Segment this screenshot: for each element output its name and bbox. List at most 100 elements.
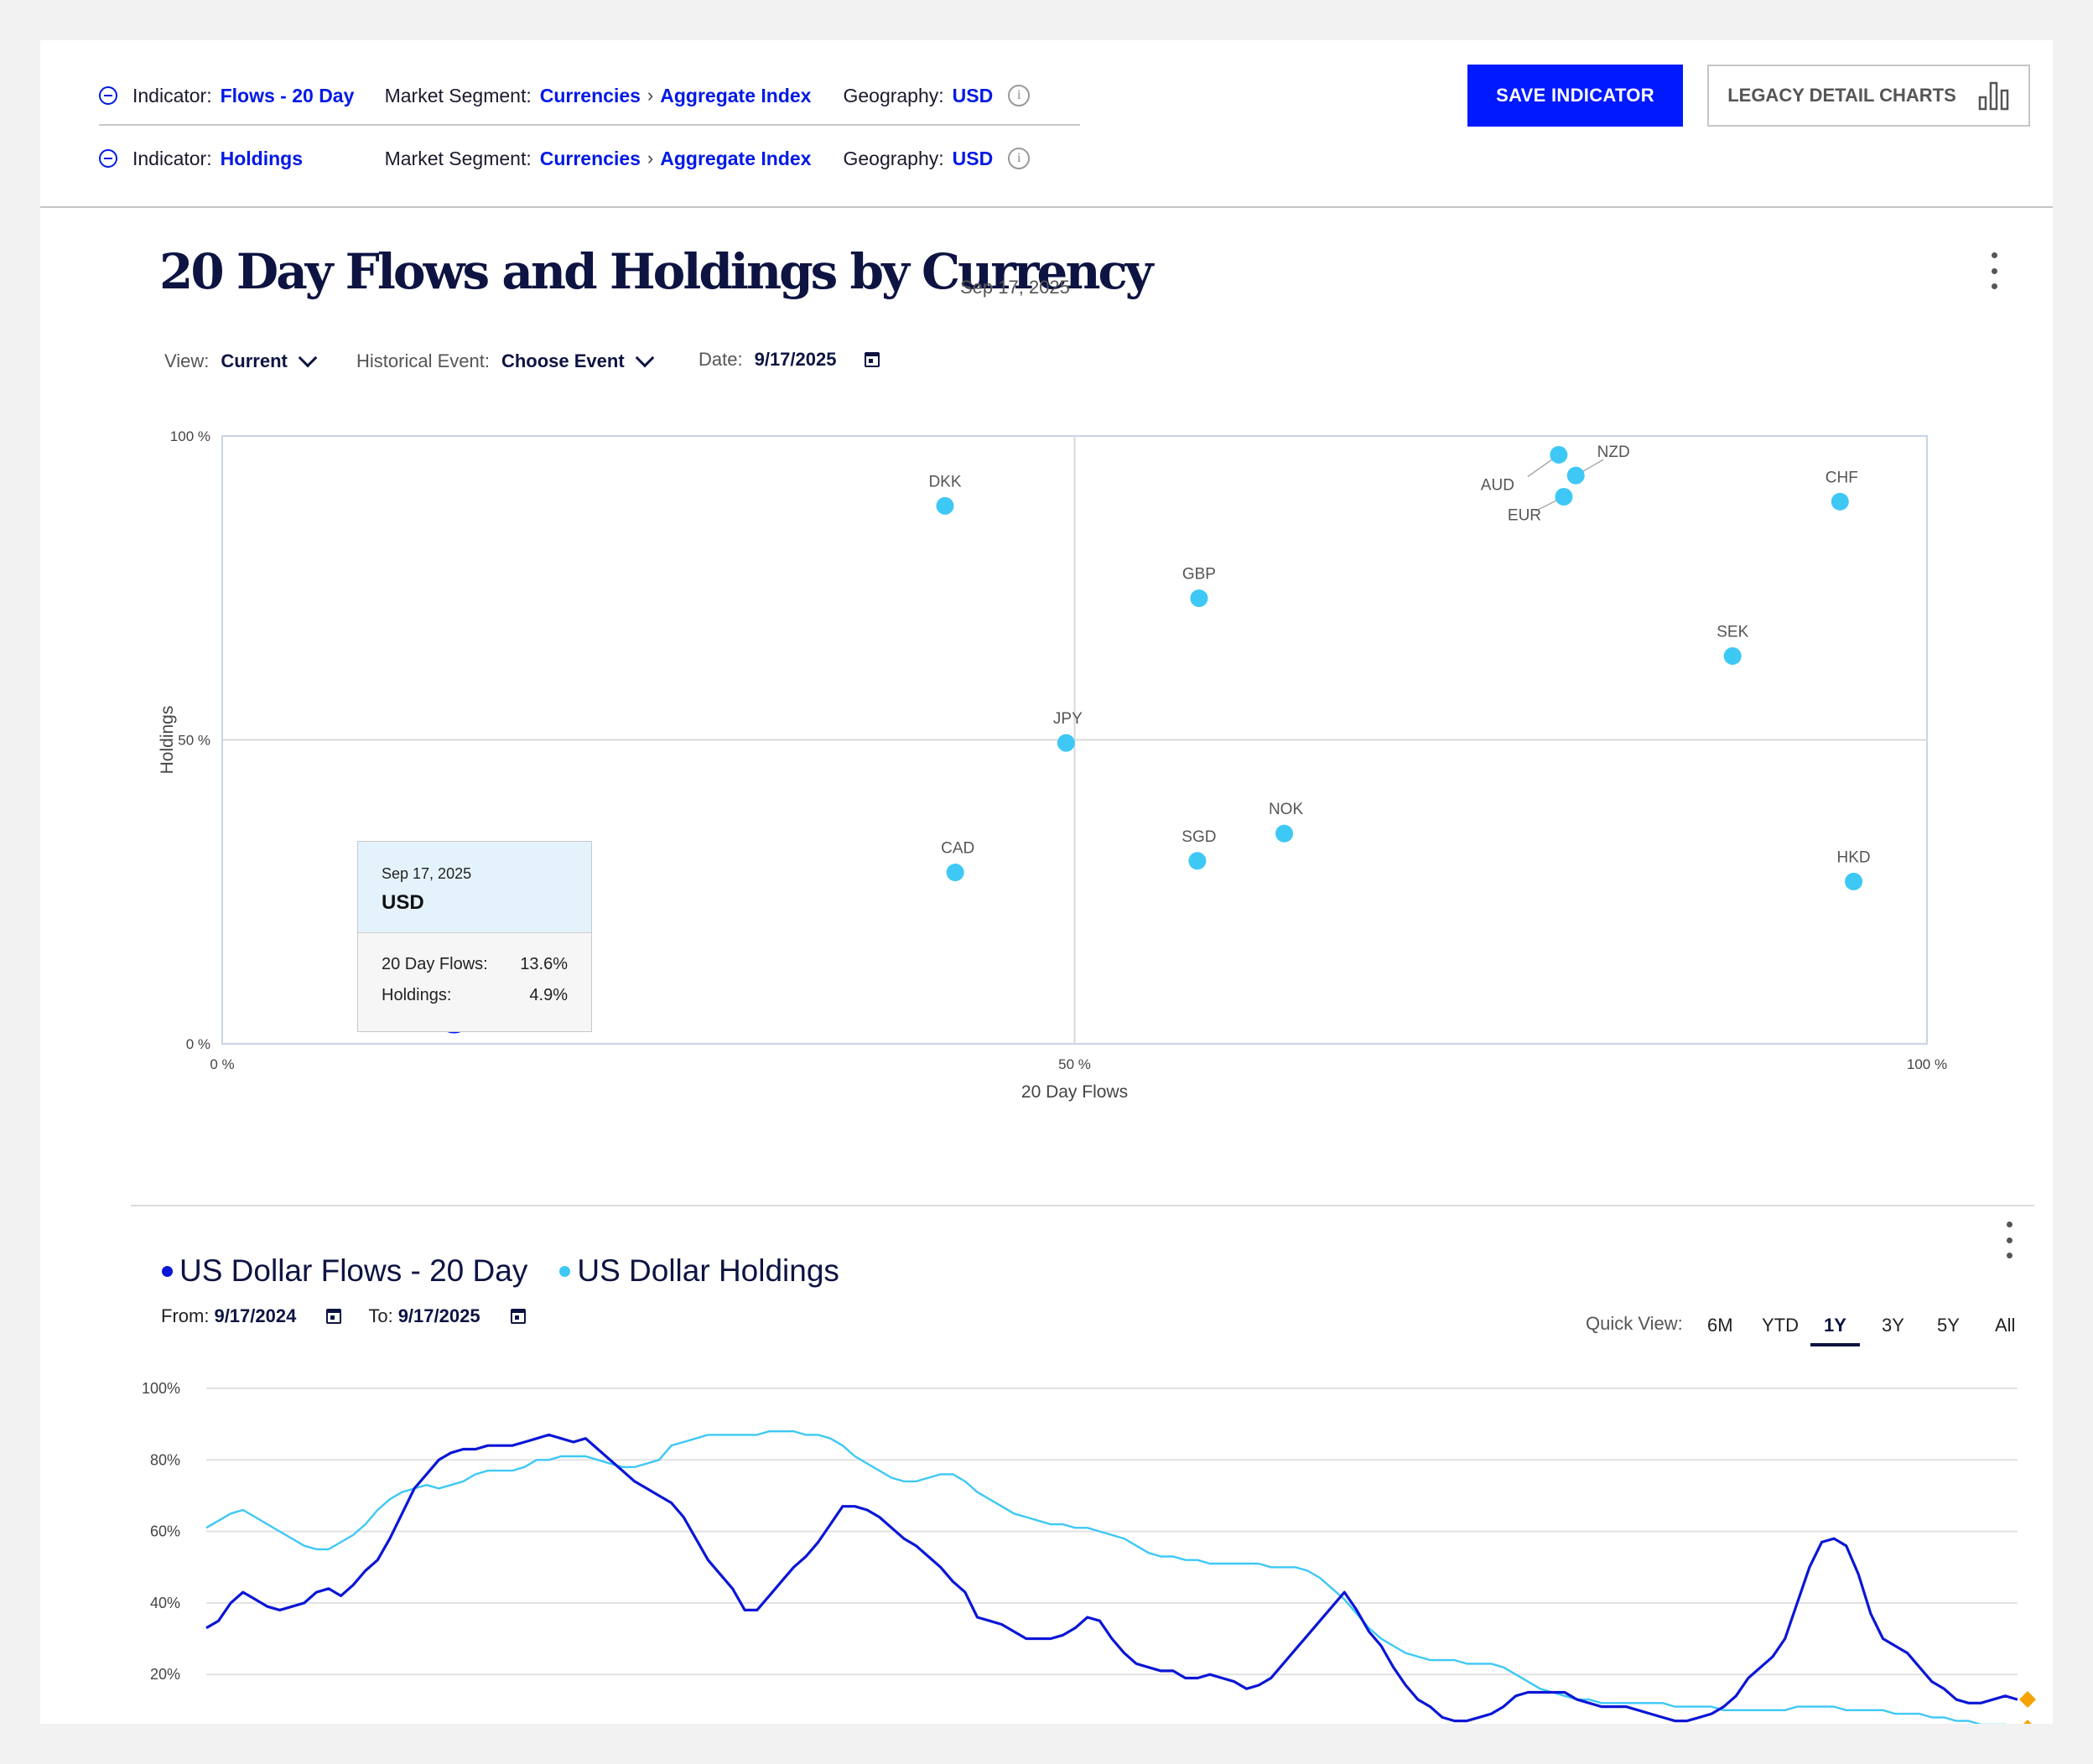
point-label: NOK (1269, 801, 1304, 818)
indicator-row-2: Indicator: Holdings Market Segment: Curr… (99, 142, 1031, 175)
scatter-point-dkk[interactable] (936, 496, 954, 515)
date-picker[interactable]: Date: 9/17/2025 (699, 349, 880, 371)
point-label: SEK (1716, 623, 1748, 641)
quick-view-3y[interactable]: 3Y (1882, 1315, 1904, 1336)
quick-view-6m[interactable]: 6M (1707, 1315, 1733, 1336)
tooltip: Sep 17, 2025 USD 20 Day Flows: 13.6% Hol… (357, 841, 592, 1032)
quick-view-all[interactable]: All (1995, 1315, 2016, 1336)
scatter-chart: 0 % 50 % 100 % 0 % 50 % 100 % 20 Day Flows Hold… (158, 428, 1947, 1102)
quick-view-5y[interactable]: 5Y (1937, 1315, 1960, 1336)
chevron-right-icon: › (647, 148, 654, 169)
indicator-link[interactable]: Holdings (220, 147, 303, 169)
tooltip-holdings-value: 4.9% (529, 986, 568, 1004)
quick-view-ytd[interactable]: YTD (1762, 1315, 1799, 1336)
indicator-link[interactable]: Flows - 20 Day (220, 84, 355, 106)
y-tick-label: 50 % (178, 733, 210, 749)
end-marker-flows (2019, 1691, 2036, 1709)
line-chart: 100% 80% 60% 40% 20% (142, 1380, 2036, 1724)
point-label: GBP (1182, 566, 1216, 584)
series-line-flows[interactable] (205, 1433, 2018, 1723)
legacy-detail-charts-button[interactable]: LEGACY DETAIL CHARTS (1707, 65, 2030, 127)
indicator-label: Indicator: (132, 84, 212, 106)
tooltip-flows-label: 20 Day Flows: (382, 955, 488, 973)
x-tick-label: 100 % (1907, 1056, 1947, 1072)
title-date: Sep 17, 2025 (960, 277, 1070, 298)
scatter-point-sek[interactable] (1723, 646, 1742, 665)
point-label: CAD (941, 840, 974, 858)
toolbar-divider (99, 124, 1080, 126)
info-icon[interactable]: i (1008, 85, 1031, 106)
save-indicator-button[interactable]: SAVE INDICATOR (1467, 65, 1683, 127)
x-tick-label: 50 % (1058, 1056, 1091, 1072)
end-marker-holdings (2023, 1720, 2032, 1724)
tooltip-row: 20 Day Flows: 13.6% (358, 955, 591, 974)
y-tick-label: 100 % (170, 428, 210, 444)
view-select[interactable]: View: Current (164, 348, 318, 372)
tooltip-date: Sep 17, 2025 (382, 865, 472, 882)
legend-series-2[interactable]: US Dollar Holdings (577, 1253, 839, 1288)
point-label: AUD (1481, 476, 1514, 494)
more-options-icon[interactable] (2001, 1222, 2018, 1258)
scatter-point-gbp[interactable] (1190, 589, 1208, 608)
scatter-point-eur[interactable] (1555, 488, 1573, 506)
scatter-point-nok[interactable] (1275, 824, 1294, 843)
calendar-icon[interactable] (865, 352, 880, 367)
geography-label: Geography: (843, 84, 944, 106)
tooltip-flows-value: 13.6% (520, 955, 568, 973)
segment-sub-link[interactable]: Aggregate Index (660, 84, 812, 106)
y-tick-label: 20% (150, 1666, 180, 1683)
scatter-point-cad[interactable] (946, 864, 964, 882)
view-value: Current (221, 350, 288, 371)
tooltip-header: Sep 17, 2025 USD (358, 842, 591, 932)
point-label: EUR (1508, 507, 1541, 525)
segment-sub-link[interactable]: Aggregate Index (660, 147, 812, 169)
scatter-point-aud[interactable] (1550, 445, 1568, 464)
from-value: 9/17/2024 (214, 1305, 297, 1326)
y-tick-label: 40% (150, 1595, 180, 1611)
more-options-icon[interactable] (1986, 252, 2002, 289)
y-axis-label: Holdings (158, 706, 177, 775)
quick-view-1y[interactable]: 1Y (1810, 1315, 1860, 1346)
scatter-point-nzd[interactable] (1566, 466, 1585, 485)
historical-event-select[interactable]: Historical Event: Choose Event (356, 348, 654, 372)
point-label: JPY (1053, 710, 1083, 728)
to-value: 9/17/2025 (397, 1305, 480, 1326)
page-title: 20 Day Flows and Holdings by Currency (159, 243, 1154, 300)
legacy-button-label: LEGACY DETAIL CHARTS (1727, 85, 1956, 106)
remove-indicator-icon[interactable] (99, 86, 117, 105)
legend-series-1[interactable]: US Dollar Flows - 20 Day (179, 1253, 528, 1288)
section-divider (131, 1205, 2034, 1206)
y-tick-label: 100% (142, 1380, 180, 1397)
calendar-icon[interactable] (510, 1309, 526, 1324)
from-date-picker[interactable]: From: 9/17/2024 To: 9/17/2025 (161, 1305, 526, 1327)
tooltip-holdings-label: Holdings: (382, 986, 452, 1004)
segment-label: Market Segment: (384, 147, 532, 169)
segment-label: Market Segment: (384, 84, 532, 106)
quick-view-label: Quick View: (1586, 1313, 1683, 1334)
segment-link[interactable]: Currencies (539, 84, 641, 106)
from-label: From: (161, 1305, 210, 1326)
remove-indicator-icon[interactable] (99, 149, 117, 168)
y-tick-label: 80% (150, 1451, 180, 1468)
date-label: Date: (699, 349, 743, 370)
chart-legend: US Dollar Flows - 20 Day US Dollar Holdi… (162, 1253, 839, 1289)
date-value: 9/17/2025 (754, 349, 837, 370)
info-icon[interactable]: i (1008, 148, 1031, 169)
segment-link[interactable]: Currencies (539, 147, 641, 169)
geography-link[interactable]: USD (952, 147, 994, 169)
view-label: View: (164, 350, 210, 371)
scatter-point-jpy[interactable] (1057, 734, 1075, 752)
to-label: To: (368, 1305, 393, 1326)
series-line-holdings[interactable] (205, 1430, 2018, 1724)
scatter-point-chf[interactable] (1831, 492, 1849, 511)
point-label: SGD (1182, 828, 1216, 846)
calendar-icon[interactable] (326, 1309, 342, 1324)
indicator-label: Indicator: (132, 147, 212, 169)
scatter-point-hkd[interactable] (1845, 872, 1863, 890)
point-label: CHF (1826, 469, 1858, 486)
flows-legend-dot (162, 1265, 173, 1277)
scatter-point-sgd[interactable] (1188, 852, 1207, 870)
geography-link[interactable]: USD (952, 84, 994, 106)
tooltip-currency: USD (382, 891, 424, 914)
chevron-right-icon: › (647, 85, 654, 106)
